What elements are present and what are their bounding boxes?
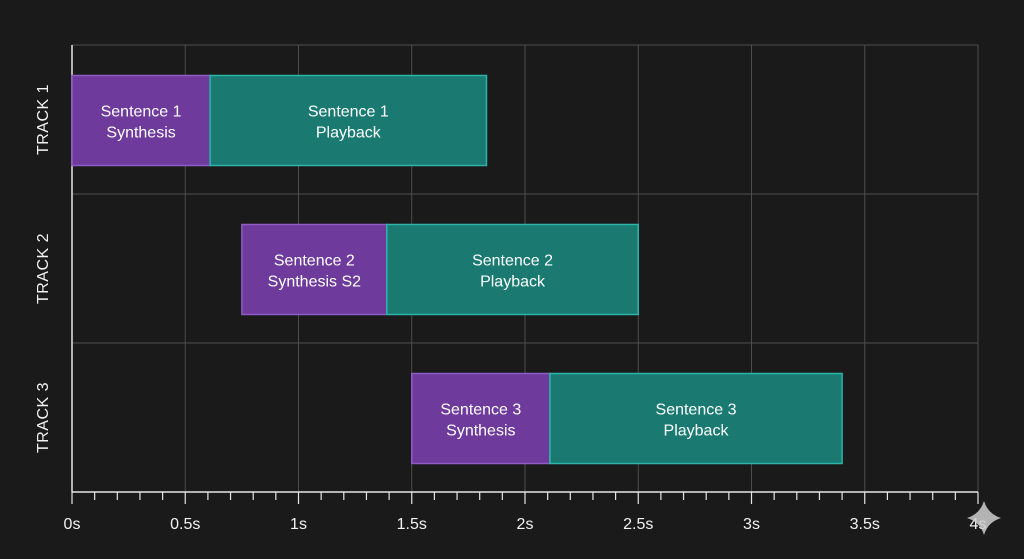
x-tick-label: 1s [290, 516, 307, 533]
bar-label-line: Sentence 1 [101, 104, 182, 121]
bar-label-line: Sentence 2 [274, 253, 355, 270]
x-tick-label: 2s [517, 516, 534, 533]
track-label: TRACK 3 [35, 382, 52, 453]
bar-label-line: Synthesis [446, 423, 515, 440]
bar-label: Sentence 1 Playback [308, 104, 389, 142]
x-tick-label: 0.5s [170, 516, 200, 533]
playback-bar [386, 223, 639, 316]
x-tick-label: 1.5s [397, 516, 427, 533]
bar-label: Sentence 2 Synthesis S2 [268, 253, 361, 291]
synthesis-bar [411, 372, 551, 465]
bar-label-line: Sentence 1 [308, 104, 389, 121]
playback-bar [209, 74, 488, 167]
bar-label-line: Synthesis S2 [268, 274, 361, 291]
playback-bar [549, 372, 843, 465]
bar-label: Sentence 2 Playback [472, 253, 553, 291]
bar-label-line: Sentence 3 [440, 402, 521, 419]
x-tick-label: 0s [64, 516, 81, 533]
track-label: TRACK 1 [35, 84, 52, 155]
x-tick-label: 2.5s [623, 516, 653, 533]
bar-label: Sentence 1 Synthesis [101, 104, 182, 142]
synthesis-bar [71, 74, 211, 167]
track-label: TRACK 2 [35, 233, 52, 304]
bar-label-line: Playback [664, 423, 730, 440]
bar-label: Sentence 3 Playback [656, 402, 737, 440]
bar-label-line: Playback [316, 125, 382, 142]
bar-label: Sentence 3 Synthesis [440, 402, 521, 440]
bar-label-line: Sentence 2 [472, 253, 553, 270]
bar-label-line: Synthesis [106, 125, 175, 142]
bar-label-line: Playback [480, 274, 546, 291]
x-tick-label: 3.5s [850, 516, 880, 533]
sparkle-icon [967, 501, 1001, 535]
bar-label-line: Sentence 3 [656, 402, 737, 419]
x-tick-label: 3s [743, 516, 760, 533]
